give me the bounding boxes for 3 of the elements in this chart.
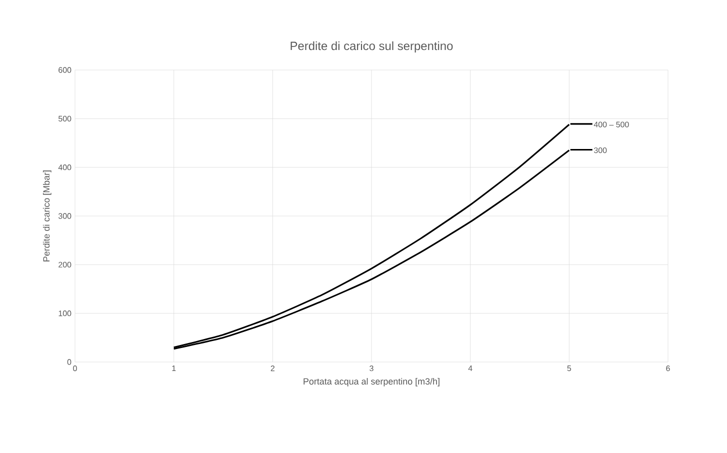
y-axis-title: Perdite di carico [Mbar] <box>42 170 52 262</box>
chart-title: Perdite di carico sul serpentino <box>290 41 453 53</box>
x-axis-title: Portata acqua al serpentino [m3/h] <box>304 378 440 386</box>
